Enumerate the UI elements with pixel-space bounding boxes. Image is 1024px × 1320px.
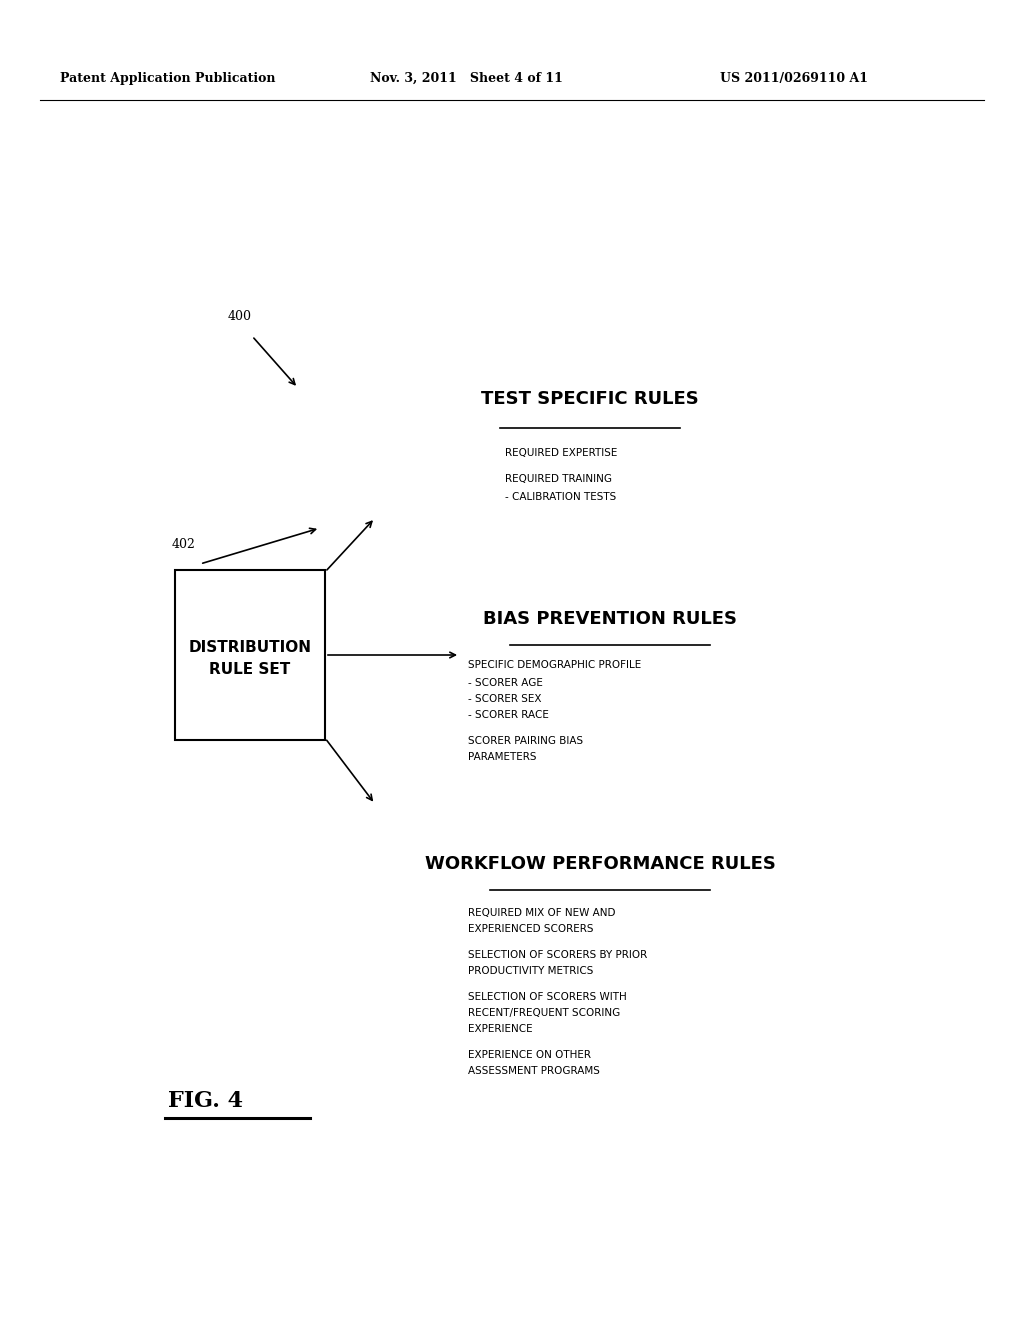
Text: ASSESSMENT PROGRAMS: ASSESSMENT PROGRAMS — [468, 1067, 600, 1076]
Text: SPECIFIC DEMOGRAPHIC PROFILE: SPECIFIC DEMOGRAPHIC PROFILE — [468, 660, 641, 671]
Bar — [175, 570, 325, 741]
Text: - SCORER SEX: - SCORER SEX — [468, 694, 542, 704]
Text: PARAMETERS: PARAMETERS — [468, 752, 537, 762]
Text: SCORER PAIRING BIAS: SCORER PAIRING BIAS — [468, 737, 583, 746]
Text: - SCORER AGE: - SCORER AGE — [468, 678, 543, 688]
Text: REQUIRED EXPERTISE: REQUIRED EXPERTISE — [505, 447, 617, 458]
Text: 402: 402 — [172, 539, 196, 550]
Text: EXPERIENCE ON OTHER: EXPERIENCE ON OTHER — [468, 1049, 591, 1060]
Text: TEST SPECIFIC RULES: TEST SPECIFIC RULES — [481, 389, 698, 408]
Text: PRODUCTIVITY METRICS: PRODUCTIVITY METRICS — [468, 966, 593, 975]
Text: BIAS PREVENTION RULES: BIAS PREVENTION RULES — [483, 610, 737, 628]
Text: EXPERIENCE: EXPERIENCE — [468, 1024, 532, 1034]
Text: RULE SET: RULE SET — [209, 661, 291, 676]
Text: Nov. 3, 2011   Sheet 4 of 11: Nov. 3, 2011 Sheet 4 of 11 — [370, 73, 563, 84]
Text: Patent Application Publication: Patent Application Publication — [60, 73, 275, 84]
Text: REQUIRED MIX OF NEW AND: REQUIRED MIX OF NEW AND — [468, 908, 615, 917]
Text: 400: 400 — [228, 310, 252, 323]
Text: WORKFLOW PERFORMANCE RULES: WORKFLOW PERFORMANCE RULES — [425, 855, 775, 873]
Text: DISTRIBUTION: DISTRIBUTION — [188, 639, 311, 655]
Text: RECENT/FREQUENT SCORING: RECENT/FREQUENT SCORING — [468, 1008, 621, 1018]
Text: EXPERIENCED SCORERS: EXPERIENCED SCORERS — [468, 924, 594, 935]
Text: US 2011/0269110 A1: US 2011/0269110 A1 — [720, 73, 868, 84]
Text: REQUIRED TRAINING: REQUIRED TRAINING — [505, 474, 612, 484]
Text: SELECTION OF SCORERS WITH: SELECTION OF SCORERS WITH — [468, 993, 627, 1002]
Text: FIG. 4: FIG. 4 — [168, 1090, 243, 1111]
Text: - CALIBRATION TESTS: - CALIBRATION TESTS — [505, 492, 616, 502]
Text: - SCORER RACE: - SCORER RACE — [468, 710, 549, 719]
Text: SELECTION OF SCORERS BY PRIOR: SELECTION OF SCORERS BY PRIOR — [468, 950, 647, 960]
